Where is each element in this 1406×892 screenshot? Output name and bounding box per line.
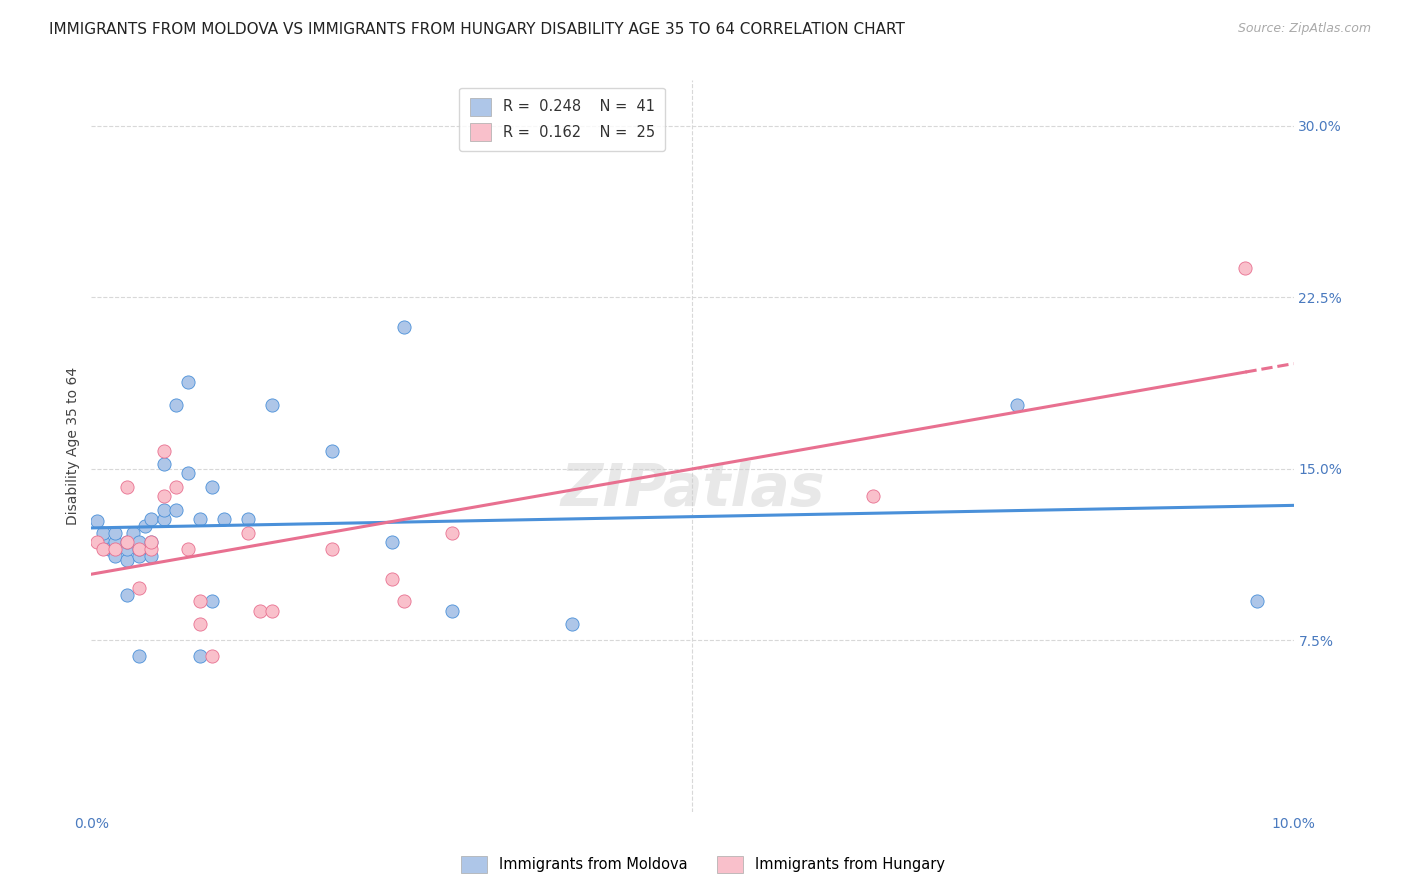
Point — [236, 525, 259, 540]
Point — [93, 525, 115, 540]
Point — [249, 603, 271, 617]
Point — [152, 503, 174, 517]
Point — [862, 489, 884, 503]
Point — [104, 525, 127, 540]
Point — [381, 572, 404, 586]
Point — [134, 519, 156, 533]
Point — [152, 443, 174, 458]
Point — [165, 480, 187, 494]
Point — [141, 535, 163, 549]
Point — [122, 525, 145, 540]
Point — [152, 512, 174, 526]
Point — [86, 535, 108, 549]
Point — [440, 603, 463, 617]
Point — [392, 320, 415, 334]
Point — [141, 541, 163, 556]
Point — [188, 512, 211, 526]
Point — [321, 541, 343, 556]
Point — [117, 553, 139, 567]
Point — [212, 512, 235, 526]
Point — [152, 489, 174, 503]
Point — [141, 512, 163, 526]
Point — [188, 617, 211, 632]
Y-axis label: Disability Age 35 to 64: Disability Age 35 to 64 — [66, 367, 80, 525]
Point — [236, 512, 259, 526]
Point — [165, 503, 187, 517]
Point — [128, 535, 150, 549]
Point — [104, 535, 127, 549]
Point — [117, 480, 139, 494]
Point — [117, 541, 139, 556]
Point — [117, 588, 139, 602]
Point — [128, 549, 150, 563]
Point — [86, 515, 108, 529]
Point — [201, 649, 224, 664]
Point — [561, 617, 583, 632]
Point — [1234, 260, 1257, 275]
Point — [260, 398, 283, 412]
Point — [381, 535, 404, 549]
Point — [141, 549, 163, 563]
Point — [392, 594, 415, 608]
Point — [117, 535, 139, 549]
Text: IMMIGRANTS FROM MOLDOVA VS IMMIGRANTS FROM HUNGARY DISABILITY AGE 35 TO 64 CORRE: IMMIGRANTS FROM MOLDOVA VS IMMIGRANTS FR… — [49, 22, 905, 37]
Point — [1005, 398, 1028, 412]
Point — [104, 549, 127, 563]
Point — [321, 443, 343, 458]
Text: Source: ZipAtlas.com: Source: ZipAtlas.com — [1237, 22, 1371, 36]
Point — [141, 535, 163, 549]
Point — [152, 458, 174, 472]
Point — [93, 535, 115, 549]
Point — [188, 649, 211, 664]
Point — [176, 541, 198, 556]
Point — [201, 594, 224, 608]
Point — [440, 525, 463, 540]
Legend: Immigrants from Moldova, Immigrants from Hungary: Immigrants from Moldova, Immigrants from… — [454, 849, 952, 880]
Point — [128, 649, 150, 664]
Point — [128, 541, 150, 556]
Point — [104, 541, 127, 556]
Point — [165, 398, 187, 412]
Point — [188, 594, 211, 608]
Point — [1246, 594, 1268, 608]
Point — [117, 535, 139, 549]
Point — [260, 603, 283, 617]
Point — [201, 480, 224, 494]
Point — [128, 581, 150, 595]
Point — [176, 467, 198, 481]
Point — [128, 541, 150, 556]
Point — [98, 541, 121, 556]
Text: ZIPatlas: ZIPatlas — [560, 461, 825, 518]
Point — [93, 541, 115, 556]
Legend: R =  0.248    N =  41, R =  0.162    N =  25: R = 0.248 N = 41, R = 0.162 N = 25 — [460, 87, 665, 151]
Point — [176, 375, 198, 389]
